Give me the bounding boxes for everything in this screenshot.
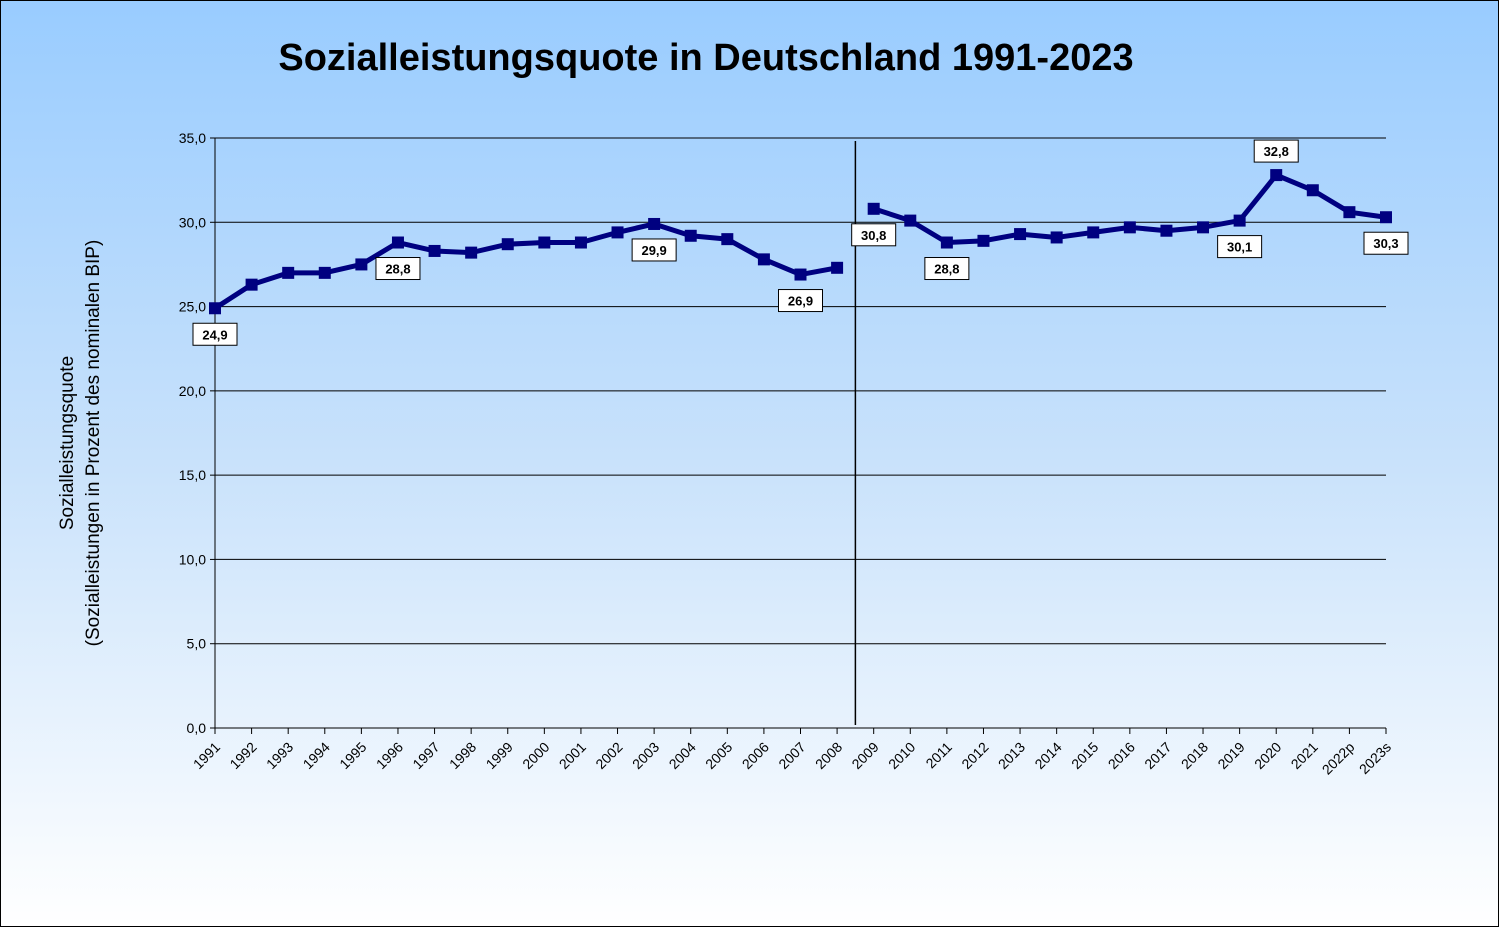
data-point bbox=[1306, 184, 1319, 197]
series-line-segment bbox=[213, 221, 838, 311]
data-label-box bbox=[1363, 231, 1409, 255]
x-tick-label: 2012 bbox=[958, 739, 991, 772]
x-tick-label: 1995 bbox=[336, 739, 369, 772]
x-tick-label: 1997 bbox=[409, 739, 442, 772]
data-point bbox=[977, 234, 990, 247]
data-label: 28,8 bbox=[934, 262, 959, 277]
data-label: 26,9 bbox=[788, 294, 813, 309]
data-point bbox=[501, 238, 514, 251]
x-tick-label: 1996 bbox=[373, 739, 406, 772]
data-point bbox=[904, 214, 917, 227]
data-label-box bbox=[192, 322, 238, 346]
data-point bbox=[391, 236, 404, 249]
data-point bbox=[1123, 221, 1136, 234]
y-tick-label: 10,0 bbox=[179, 551, 206, 567]
data-label-box bbox=[1253, 139, 1299, 163]
data-point bbox=[318, 266, 331, 279]
data-point bbox=[1014, 228, 1027, 241]
data-label: 28,8 bbox=[385, 262, 410, 277]
data-point bbox=[428, 244, 441, 257]
x-tick-label: 2018 bbox=[1178, 739, 1211, 772]
data-point bbox=[245, 278, 258, 291]
x-tick-label: 2013 bbox=[995, 739, 1028, 772]
data-point bbox=[721, 233, 734, 246]
data-point bbox=[1233, 214, 1246, 227]
data-label-box bbox=[778, 289, 823, 313]
data-label-box bbox=[1217, 235, 1263, 259]
y-tick-label: 25,0 bbox=[179, 299, 206, 315]
data-label: 32,8 bbox=[1264, 144, 1289, 159]
data-label-box bbox=[375, 257, 421, 281]
x-tick-label: 2002 bbox=[592, 739, 625, 772]
x-tick-label: 2010 bbox=[885, 739, 918, 772]
data-point bbox=[831, 261, 844, 274]
data-point bbox=[648, 217, 661, 230]
y-axis-label-line: Sozialleistungsquote bbox=[57, 356, 78, 530]
x-tick-label: 2004 bbox=[665, 739, 698, 772]
data-label-box bbox=[924, 257, 970, 281]
x-tick-label: 1993 bbox=[263, 739, 296, 772]
y-tick-label: 35,0 bbox=[179, 130, 206, 146]
data-point bbox=[282, 266, 295, 279]
y-tick-label: 30,0 bbox=[179, 214, 206, 230]
x-tick-label: 2003 bbox=[629, 739, 662, 772]
data-point bbox=[867, 202, 880, 215]
data-point bbox=[1050, 231, 1063, 244]
x-tick-label: 2011 bbox=[922, 739, 955, 772]
y-tick-label: 15,0 bbox=[179, 467, 206, 483]
data-point bbox=[1380, 211, 1392, 224]
data-point bbox=[611, 226, 624, 239]
x-tick-label: 1999 bbox=[483, 739, 516, 772]
x-tick-label: 2020 bbox=[1251, 739, 1284, 772]
x-tick-label: 2021 bbox=[1288, 739, 1321, 772]
x-tick-label: 2009 bbox=[848, 739, 881, 772]
x-tick-label: 2014 bbox=[1031, 739, 1064, 772]
data-label: 29,9 bbox=[641, 243, 666, 258]
x-tick-label: 2016 bbox=[1105, 739, 1138, 772]
data-point bbox=[1270, 169, 1283, 182]
data-label-box bbox=[631, 238, 677, 262]
data-point bbox=[1160, 224, 1173, 237]
x-tick-label: 2007 bbox=[775, 739, 808, 772]
x-tick-label: 2006 bbox=[739, 739, 772, 772]
x-tick-label: 1991 bbox=[190, 739, 223, 772]
data-point bbox=[465, 246, 478, 259]
data-point bbox=[794, 268, 807, 281]
x-tick-label: 2000 bbox=[519, 739, 552, 772]
x-tick-label: 2023s bbox=[1356, 739, 1394, 777]
x-tick-label: 2019 bbox=[1214, 739, 1247, 772]
data-point bbox=[355, 258, 368, 271]
data-label-box bbox=[851, 223, 897, 247]
data-label: 30,1 bbox=[1227, 240, 1252, 255]
x-tick-label: 2005 bbox=[702, 739, 735, 772]
x-tick-label: 2017 bbox=[1141, 739, 1174, 772]
data-point bbox=[1197, 221, 1210, 234]
data-point bbox=[940, 236, 953, 249]
data-point bbox=[538, 236, 551, 249]
data-point bbox=[1343, 206, 1356, 219]
x-tick-label: 2015 bbox=[1068, 739, 1101, 772]
chart-title: Sozialleistungsquote in Deutschland 1991… bbox=[278, 37, 1134, 79]
y-axis-label: Sozialleistungsquote (Sozialleistungen in… bbox=[57, 240, 104, 647]
y-tick-label: 0,0 bbox=[187, 720, 207, 736]
data-point bbox=[684, 229, 697, 242]
data-label: 30,3 bbox=[1373, 236, 1398, 251]
data-label: 24,9 bbox=[202, 327, 227, 342]
y-tick-label: 5,0 bbox=[187, 636, 207, 652]
x-tick-label: 2001 bbox=[556, 739, 589, 772]
x-tick-label: 2008 bbox=[812, 739, 845, 772]
y-axis-label-line: (Sozialleistungen in Prozent des nominal… bbox=[83, 240, 104, 647]
x-tick-label: 2022p bbox=[1319, 739, 1358, 778]
data-label: 30,8 bbox=[861, 228, 886, 243]
data-point bbox=[209, 302, 221, 315]
data-point bbox=[1087, 226, 1100, 239]
data-point bbox=[757, 253, 770, 266]
y-tick-label: 20,0 bbox=[179, 383, 206, 399]
data-point bbox=[574, 236, 587, 249]
x-tick-label: 1994 bbox=[300, 739, 333, 772]
x-tick-label: 1998 bbox=[446, 739, 479, 772]
x-tick-label: 1992 bbox=[226, 739, 259, 772]
